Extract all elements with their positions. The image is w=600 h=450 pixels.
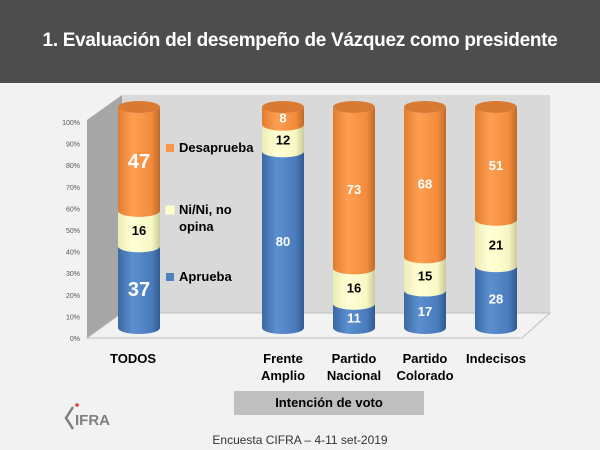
bar-segment-aprueba (118, 246, 160, 334)
data-label: 12 (276, 132, 290, 147)
bar-group-partido-nacional: 11 16 73 (333, 101, 375, 334)
bar-segment-ni-ni-no-opina (262, 124, 304, 158)
data-label: 80 (276, 234, 290, 249)
y-tick-label: 80% (66, 163, 80, 170)
bar-segment-desaprueba (475, 107, 517, 226)
y-tick-label: 0% (70, 336, 80, 343)
bar-segment-aprueba (333, 303, 375, 334)
x-category-line: Nacional (326, 368, 382, 383)
header-bar: 1. Evaluación del desempeño de Vázquez c… (0, 0, 600, 83)
data-label: 37 (128, 279, 150, 301)
legend-swatch (166, 273, 174, 281)
bar-segment-aprueba (404, 290, 446, 334)
x-category-label: Indecisos (456, 350, 536, 367)
y-tick-label: 50% (66, 228, 80, 235)
legend-swatch (165, 205, 175, 215)
bar-group-partido-colorado: 17 15 68 (404, 101, 446, 334)
data-label: 11 (347, 310, 361, 325)
legend-item: Aprueba (166, 269, 233, 284)
y-tick-label: 10% (66, 314, 80, 321)
legend-label: Ni/Ni, no (179, 202, 232, 217)
bar-segment-desaprueba (262, 107, 304, 131)
legend-label: opina (179, 219, 214, 234)
data-label: 17 (418, 304, 432, 319)
footer-source: Encuesta CIFRA – 4-11 set-2019 (212, 433, 388, 447)
y-tick-label: 100% (62, 120, 80, 127)
bar-top-cap (118, 101, 160, 113)
data-label: 16 (347, 281, 361, 296)
legend-item: Desaprueba (166, 140, 254, 155)
bar-segment-aprueba (262, 151, 304, 334)
data-label: 8 (279, 110, 286, 125)
bar-top-cap (404, 101, 446, 113)
logo-dot (75, 403, 79, 407)
bar-segment-desaprueba (118, 107, 160, 217)
y-tick-label: 60% (66, 206, 80, 213)
data-label: 51 (489, 158, 503, 173)
bar-segment-desaprueba (404, 107, 446, 264)
bar-top-cap (475, 101, 517, 113)
data-label: 73 (347, 182, 361, 197)
data-label: 15 (418, 268, 432, 283)
x-category-line: Frente (263, 351, 303, 366)
x-category-line: Partido (402, 351, 448, 366)
y-tick-label: 90% (66, 142, 80, 149)
bar-top-cap (262, 101, 304, 113)
bar-group-frente-amplio: 80 12 8 (262, 101, 304, 334)
x-category-label: TODOS (93, 350, 173, 367)
data-label: 47 (128, 151, 150, 173)
cifra-logo: IFRA (64, 403, 110, 430)
x-category-label: Partido Colorado (385, 350, 465, 384)
x-axis-group-label: Intención de voto (234, 391, 424, 415)
y-tick-label: 70% (66, 185, 80, 192)
bar-segment-ni-ni-no-opina (333, 268, 375, 310)
bar-segment-aprueba (475, 266, 517, 334)
x-category-line: Partido (331, 351, 377, 366)
bar-group-todos: 37 16 47 (118, 101, 160, 334)
x-category-line: TODOS (110, 351, 156, 366)
x-category-line: Amplio (260, 368, 306, 383)
data-label: 68 (418, 177, 432, 192)
bar-top-cap (333, 101, 375, 113)
x-category-line: Indecisos (466, 351, 526, 366)
bar-segment-ni-ni-no-opina (475, 219, 517, 273)
chart-side-wall (87, 95, 122, 338)
bar-segment-desaprueba (333, 107, 375, 275)
bar-segment-ni-ni-no-opina (118, 210, 160, 253)
y-tick-label: 30% (66, 271, 80, 278)
legend-item: Ni/Ni, no opina (165, 202, 232, 234)
x-category-label: Frente Amplio (243, 350, 323, 384)
x-category-line: Colorado (396, 368, 454, 383)
page-title: 1. Evaluación del desempeño de Vázquez c… (42, 30, 558, 51)
data-label: 28 (489, 292, 503, 307)
data-label: 16 (132, 223, 146, 238)
bar-group-indecisos: 28 21 51 (475, 101, 517, 334)
y-tick-label: 20% (66, 293, 80, 300)
legend-label: Desaprueba (179, 140, 254, 155)
data-label: 21 (489, 237, 503, 252)
legend-swatch (166, 144, 174, 152)
svg-text:IFRA: IFRA (75, 412, 110, 429)
y-tick-label: 40% (66, 250, 80, 257)
x-category-label: Partido Nacional (314, 350, 394, 384)
legend-label: Aprueba (179, 269, 233, 284)
bar-segment-ni-ni-no-opina (404, 257, 446, 297)
